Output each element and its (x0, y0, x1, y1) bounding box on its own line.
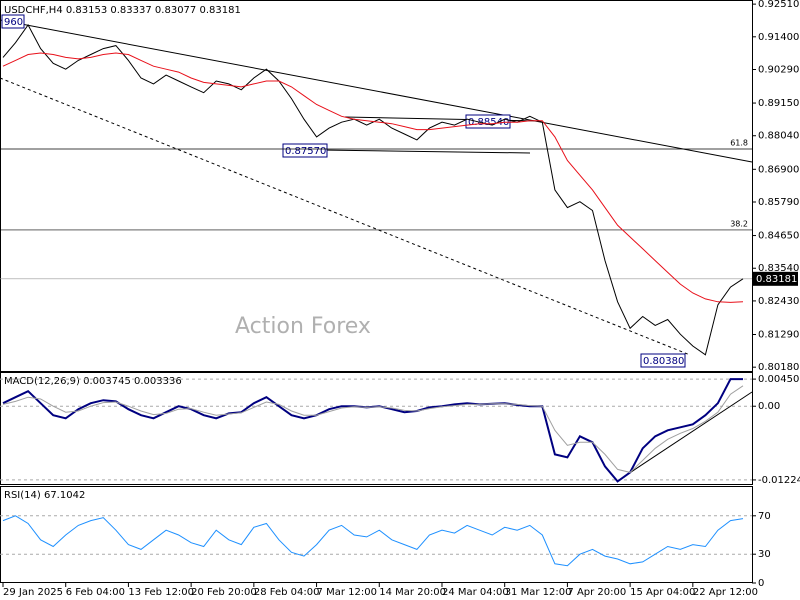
y-tick-label: 0.004506 (758, 374, 800, 385)
series-line (2, 515, 744, 567)
last-price-label: 0.83181 (756, 274, 797, 285)
series-line (2, 24, 744, 356)
x-tick-label: 7 Mar 12:00 (317, 587, 377, 598)
y-tick-label: 0.88040 (758, 131, 799, 142)
macd-panel (0, 372, 753, 485)
last-price-box (752, 271, 798, 286)
x-tick-label: 24 Mar 04:00 (442, 587, 509, 598)
annotation: 0.87570 (282, 143, 328, 158)
trendline (0, 77, 691, 356)
x-tick-label: 31 Mar 12:00 (505, 587, 572, 598)
y-tick-label: 0.91400 (758, 32, 799, 43)
y-tick-label: 0.84650 (758, 231, 799, 242)
series-line (2, 378, 743, 483)
series-line (2, 385, 744, 473)
y-tick-label: -0.012246 (758, 475, 800, 486)
annotation-text: 0.87570 (285, 146, 326, 157)
x-tick-label: 14 Mar 20:00 (379, 587, 446, 598)
y-tick-label: 0.85790 (758, 197, 799, 208)
y-tick-label: 0.92510 (758, 0, 799, 10)
annotation: 0.80380 (640, 353, 686, 368)
annotation-text: 0.88540 (468, 117, 509, 128)
annotation: 0.88540 (465, 114, 511, 129)
x-tick-label: 7 Apr 20:00 (567, 587, 626, 598)
y-tick-label: 0.89150 (758, 98, 799, 109)
series-line (2, 52, 744, 303)
x-tick-label: 15 Apr 04:00 (630, 587, 695, 598)
y-tick-label: 0.81290 (758, 329, 799, 340)
annotation-text: 0.80380 (643, 356, 684, 367)
fib-label: 38.2 (730, 219, 748, 228)
y-tick-label: 0.90290 (758, 64, 799, 75)
x-tick-label: 20 Feb 20:00 (191, 587, 257, 598)
y-tick-label: 0.86900 (758, 164, 799, 175)
y-tick-label: 0.00 (758, 401, 780, 412)
rsi-panel (0, 486, 753, 583)
macd-title: MACD(12,26,9) 0.003745 0.003336 (4, 376, 182, 387)
annotation: 960 (1, 14, 25, 29)
x-tick-label: 13 Feb 12:00 (128, 587, 194, 598)
y-tick-label: 0.80180 (758, 362, 799, 373)
trendline (0, 19, 753, 163)
rsi-title: RSI(14) 67.1042 (4, 490, 85, 501)
y-tick-label: 0.82430 (758, 296, 799, 307)
x-tick-label: 6 Feb 04:00 (66, 587, 125, 598)
annotation-text: 960 (4, 17, 23, 28)
watermark: Action Forex (235, 314, 371, 339)
chart-title: USDCHF,H4 0.83153 0.83337 0.83077 0.8318… (4, 5, 241, 16)
trendline (319, 149, 531, 154)
x-tick-label: 29 Jan 2025 (3, 587, 63, 598)
y-tick-label: 0 (758, 578, 764, 589)
fib-label: 61.8 (730, 138, 748, 147)
x-tick-label: 28 Feb 04:00 (254, 587, 320, 598)
x-tick-label: 22 Apr 12:00 (693, 587, 758, 598)
y-tick-label: 70 (758, 511, 771, 522)
y-tick-label: 0.83540 (758, 263, 799, 274)
y-tick-label: 30 (758, 549, 771, 560)
trendline (621, 391, 753, 479)
price-panel (0, 0, 753, 372)
